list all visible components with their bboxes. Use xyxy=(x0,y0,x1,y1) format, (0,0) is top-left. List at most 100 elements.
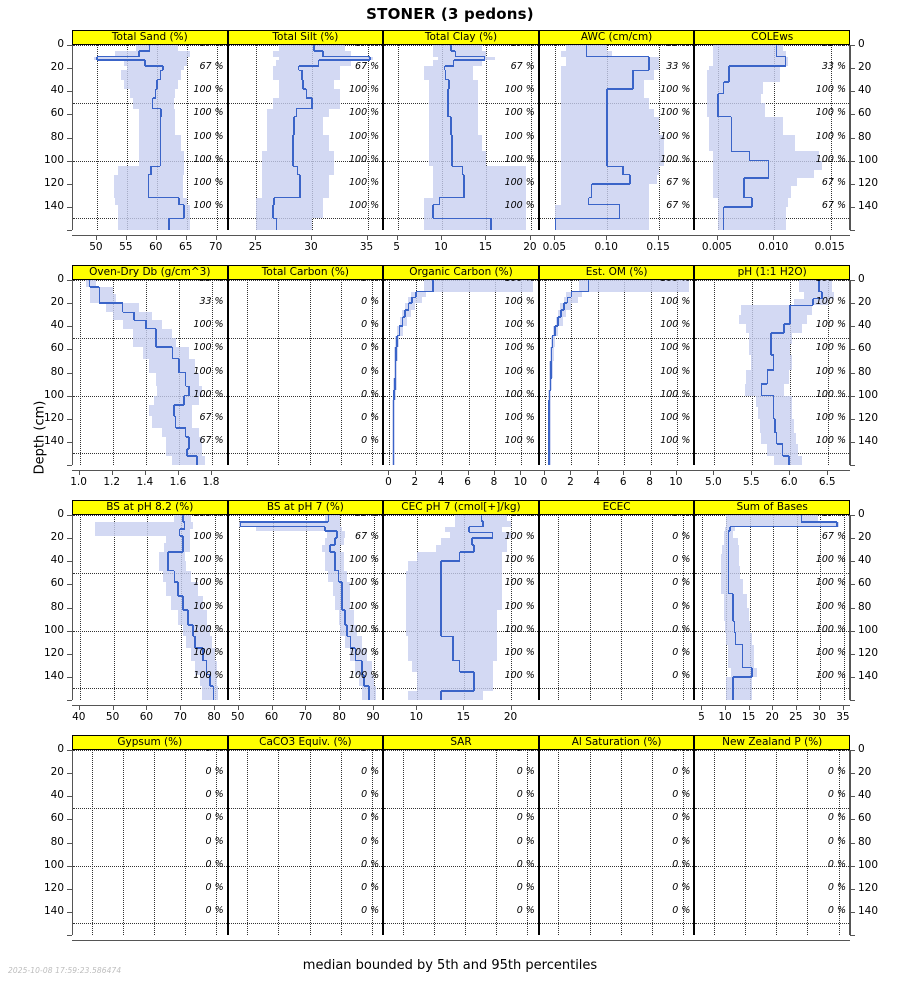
median-line-step xyxy=(459,671,474,674)
depth-axis-tick-label: 60 xyxy=(50,577,64,590)
median-line-segment xyxy=(346,624,348,637)
vertical-gridline xyxy=(620,750,622,935)
median-line-segment xyxy=(606,88,609,99)
depth-axis-tick xyxy=(67,888,72,890)
x-axis-tick xyxy=(772,705,774,710)
percentile-band xyxy=(560,116,660,136)
depth-axis-tick-label: 80 xyxy=(858,600,872,613)
median-line-segment xyxy=(767,160,770,170)
percentile-band xyxy=(324,538,344,546)
percentile-band xyxy=(433,45,482,51)
x-axis-tick-label: 0 xyxy=(540,476,548,488)
median-line-segment xyxy=(293,116,295,136)
percentile-band xyxy=(126,65,184,71)
median-line-segment xyxy=(606,135,609,152)
median-line-segment xyxy=(395,335,398,348)
median-line-step xyxy=(790,304,814,307)
x-axis-tick-label: 0.05 xyxy=(542,241,567,253)
depth-axis-tick xyxy=(67,561,72,563)
percentile-band xyxy=(338,609,354,625)
median-line-step xyxy=(363,685,369,687)
horizontal-gridline xyxy=(695,865,849,867)
depth-axis-tick xyxy=(850,372,855,374)
percentile-band xyxy=(273,65,340,71)
percentile-band xyxy=(123,60,187,66)
depth-axis-tick-label: 60 xyxy=(50,342,64,355)
depth-axis-tick xyxy=(67,865,72,867)
median-line-step xyxy=(633,69,649,72)
depth-axis-tick-label: 20 xyxy=(858,531,872,544)
median-line-segment xyxy=(468,526,470,533)
median-line-step xyxy=(729,65,786,67)
median-line-segment xyxy=(557,317,560,327)
contributing-fraction-label: 0 % xyxy=(205,766,224,778)
x-axis-tick xyxy=(95,235,97,240)
median-line-segment xyxy=(177,582,179,596)
contributing-fraction-label: 67 % xyxy=(821,199,846,211)
plot-area: 67 % 100 % 100 % 100 % 100 % 100 % 100 % 100 % xyxy=(383,515,539,700)
plot-area: 33 % 67 % 100 % 100 % 100 % 100 % 100 % 100 % xyxy=(227,515,384,700)
percentile-band xyxy=(560,303,571,311)
median-line-segment xyxy=(334,538,336,546)
median-line-segment xyxy=(443,65,446,71)
median-line-segment xyxy=(159,70,162,80)
vertical-gridline xyxy=(415,280,417,465)
contributing-fraction-label: 100 % xyxy=(504,554,535,566)
vertical-gridline xyxy=(676,280,678,465)
x-axis-tick xyxy=(623,470,625,475)
depth-axis-tick xyxy=(67,183,72,185)
x-axis-tick xyxy=(596,470,598,475)
depth-axis-tick xyxy=(850,630,855,632)
median-line-step xyxy=(415,290,433,293)
panel-strip-label: AWC (cm/cm) xyxy=(538,30,695,45)
x-axis-tick-label: 50 xyxy=(231,711,245,723)
percentile-band xyxy=(555,218,649,230)
depth-axis-tick-label: 40 xyxy=(858,789,872,802)
x-axis-tick-label: 0.015 xyxy=(814,241,845,253)
median-line-segment xyxy=(458,552,461,562)
panel-total-clay: Total Clay (%)67 %67 %100 %100 %100 %100… xyxy=(383,30,539,230)
horizontal-gridline xyxy=(228,865,383,867)
median-line-segment xyxy=(98,286,101,294)
panel-strip-label: Total Carbon (%) xyxy=(227,265,384,280)
vertical-gridline xyxy=(796,515,798,700)
contributing-fraction-label: 0 % xyxy=(205,812,224,824)
median-line-segment xyxy=(336,531,338,539)
median-line-step xyxy=(728,592,734,595)
median-line-step xyxy=(586,55,649,58)
horizontal-gridline xyxy=(73,807,227,809)
vertical-gridline xyxy=(113,515,115,700)
contributing-fraction-label: 100 % xyxy=(660,365,691,377)
percentile-band xyxy=(433,174,527,184)
median-line-step xyxy=(296,107,312,110)
percentile-band xyxy=(138,108,175,117)
median-line-segment xyxy=(548,425,550,442)
contributing-fraction-label: 67 % xyxy=(199,411,224,423)
median-line-segment xyxy=(566,297,569,304)
median-line-segment xyxy=(722,206,725,219)
percentile-band xyxy=(112,312,153,321)
percentile-band xyxy=(166,535,190,543)
median-line-step xyxy=(314,49,324,52)
horizontal-gridline xyxy=(695,923,849,925)
median-line-segment xyxy=(548,389,551,401)
depth-axis-tick-label: 80 xyxy=(50,130,64,143)
contributing-fraction-label: 0 % xyxy=(827,858,846,870)
median-line-segment xyxy=(392,441,395,456)
depth-axis-tick xyxy=(850,183,855,185)
median-line-step xyxy=(203,659,207,662)
depth-axis-tick-label: 100 xyxy=(858,623,879,636)
contributing-fraction-label: 100 % xyxy=(660,296,691,308)
median-line-segment xyxy=(432,204,434,219)
median-line-segment xyxy=(182,515,184,522)
vertical-gridline xyxy=(371,750,373,935)
median-line-step xyxy=(743,196,752,199)
percentile-band xyxy=(164,542,190,552)
median-line-step xyxy=(399,325,403,328)
median-line-segment xyxy=(783,323,785,334)
percentile-band xyxy=(256,197,324,205)
x-axis-tick xyxy=(177,470,179,475)
median-line-segment xyxy=(632,70,634,80)
depth-axis-tick xyxy=(67,607,72,609)
